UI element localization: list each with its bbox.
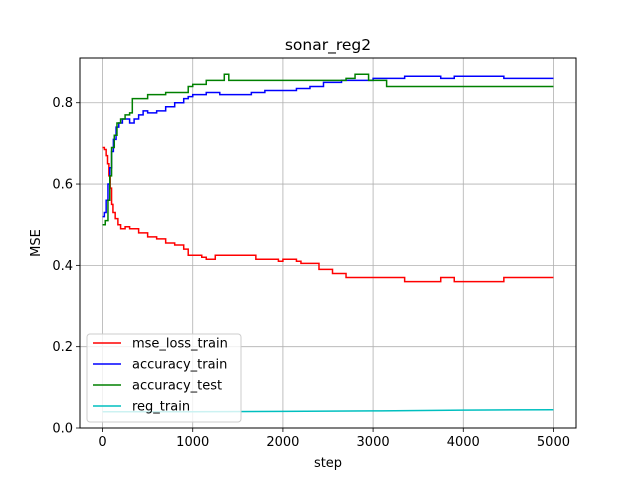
y-tick-label: 0.8 [52,96,73,111]
y-tick-label: 0.0 [52,422,73,437]
legend-label: accuracy_test [132,379,222,394]
chart-title: sonar_reg2 [285,36,371,55]
plot-lines [102,73,554,413]
legend-label: reg_train [132,400,190,415]
x-tick-label: 0 [98,435,106,450]
series-line-accuracy-test [102,73,554,226]
x-tick-label: 3000 [357,435,390,450]
axis-ticks: 0 1000 2000 3000 4000 5000 0.0 0.2 0.4 0.6 0.8 [52,96,570,450]
legend-items: mse_loss_train accuracy_train accuracy_tes… [93,337,228,415]
y-tick-label: 0.4 [52,259,73,274]
y-tick-label: 0.6 [52,178,73,193]
x-axis-label: step [314,456,342,471]
legend-box [86,333,242,423]
x-tick-label: 1000 [176,435,209,450]
x-tick-label: 5000 [537,435,570,450]
legend-label: mse_loss_train [132,337,228,352]
x-tick-label: 4000 [447,435,480,450]
y-axis-label: MSE [29,229,44,257]
series-line-mse-loss-train [102,146,554,283]
plot-frame [79,57,577,429]
legend-label: accuracy_train [132,358,227,373]
y-tick-label: 0.2 [52,340,73,355]
x-tick-label: 2000 [266,435,299,450]
legend: mse_loss_train accuracy_train accuracy_tes… [86,333,242,423]
